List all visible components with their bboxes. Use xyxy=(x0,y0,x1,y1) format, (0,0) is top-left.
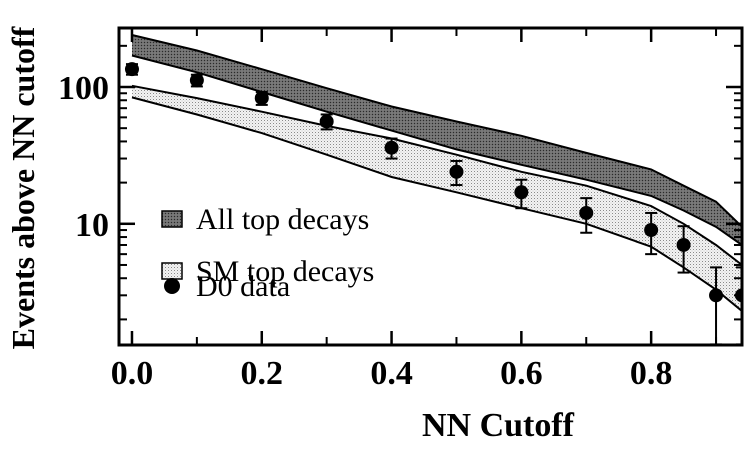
y-axis-title: Events above NN cutoff xyxy=(5,26,41,349)
legend-entry-all-top: All top decays xyxy=(161,203,369,236)
y-axis: 10 100 xyxy=(58,44,742,321)
data-point xyxy=(709,288,724,303)
data-point xyxy=(254,91,269,106)
data-point xyxy=(319,114,334,129)
x-axis-title: NN Cutoff xyxy=(422,407,575,444)
band-sm-top-decays xyxy=(132,85,742,312)
x-tick-label: 0.4 xyxy=(370,355,413,392)
legend-swatch-all-top xyxy=(161,210,183,228)
legend-label-d0-data: D0 data xyxy=(196,270,290,303)
legend-entry-d0-data: D0 data xyxy=(164,270,290,303)
y-tick-label: 100 xyxy=(58,70,109,107)
data-point xyxy=(676,237,691,252)
band-upper-line-sm-top-decays xyxy=(131,84,742,266)
band-lower-line-sm-top-decays xyxy=(131,96,742,312)
data-points xyxy=(124,62,742,345)
data-point xyxy=(189,73,204,88)
legend-marker-d0-data xyxy=(164,278,180,294)
data-point xyxy=(579,205,594,220)
x-tick-label: 0.0 xyxy=(111,355,154,392)
legend: All top decays SM top decays D0 data xyxy=(161,203,374,303)
x-tick-label: 0.2 xyxy=(241,355,284,392)
x-tick-label: 0.6 xyxy=(500,355,543,392)
data-point xyxy=(514,185,529,200)
legend-label-sm-top: SM top decays xyxy=(196,255,374,288)
data-point xyxy=(449,164,464,179)
x-tick-label: 0.8 xyxy=(630,355,673,392)
data-point xyxy=(384,140,399,155)
data-point xyxy=(644,223,659,238)
data-point xyxy=(124,62,139,77)
x-axis: 0.0 0.2 0.4 0.6 0.8 xyxy=(111,28,718,392)
band-lower-line-all-top-decays xyxy=(131,54,742,246)
y-tick-label: 10 xyxy=(75,207,109,244)
band-all-top-decays xyxy=(132,35,742,245)
plot-frame xyxy=(117,26,744,347)
legend-label-all-top: All top decays xyxy=(196,203,369,236)
bands xyxy=(131,34,742,312)
band-upper-line-all-top-decays xyxy=(131,34,742,228)
legend-swatch-sm-top xyxy=(161,262,183,280)
